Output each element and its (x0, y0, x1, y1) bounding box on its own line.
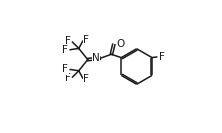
Text: F: F (65, 36, 71, 46)
Text: N: N (92, 53, 100, 63)
Text: F: F (63, 45, 68, 55)
Text: F: F (83, 35, 89, 45)
Text: F: F (63, 65, 68, 74)
Text: O: O (117, 39, 125, 49)
Text: F: F (83, 74, 89, 84)
Text: F: F (159, 52, 165, 62)
Text: F: F (65, 73, 71, 83)
